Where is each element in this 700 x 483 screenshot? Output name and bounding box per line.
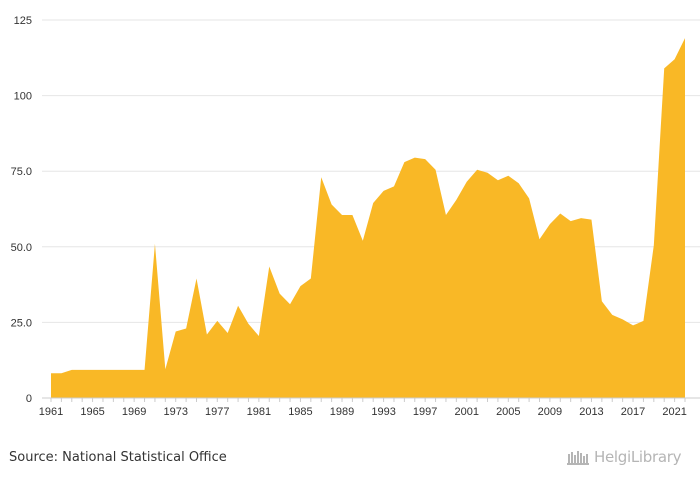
x-tick-label: 1977: [205, 406, 229, 418]
x-tick-label: 2009: [538, 406, 562, 418]
library-icon: [567, 451, 589, 465]
x-tick-label: 1973: [163, 406, 187, 418]
area-chart: 1961 1965 1969 1973 1977 1981 1985 1989 1993 1997…: [11, 15, 700, 418]
y-tick-label: 50.0: [11, 242, 32, 254]
area-fill: [51, 38, 685, 398]
y-tick-label: 25.0: [11, 317, 32, 329]
x-tick-label: 1961: [39, 406, 63, 418]
x-tick-label: 1997: [413, 406, 437, 418]
helgi-library-logo: HelgiLibrary: [566, 448, 682, 466]
x-tick-label: 1993: [371, 406, 395, 418]
x-tick-label: 2017: [621, 406, 645, 418]
y-tick-label: 125: [14, 15, 32, 27]
area-series: [51, 38, 685, 398]
x-tick-label: 1965: [80, 406, 104, 418]
source-note: Source: National Statistical Office: [9, 450, 227, 465]
x-tick-label: 2005: [496, 406, 520, 418]
x-tick-label: 1989: [330, 406, 354, 418]
x-tick-label: 2013: [579, 406, 603, 418]
y-tick-label: 75.0: [11, 166, 32, 178]
x-tick-label: 1969: [122, 406, 146, 418]
y-axis: 0 25.0 50.0 75.0 100 125: [11, 15, 32, 405]
y-tick-label: 0: [26, 393, 32, 405]
x-tick-label: 1985: [288, 406, 312, 418]
y-tick-label: 100: [14, 91, 32, 103]
x-tick-label: 2001: [454, 406, 478, 418]
x-tick-label: 1981: [247, 406, 271, 418]
x-tick-label: 2021: [662, 406, 686, 418]
logo-text: HelgiLibrary: [594, 448, 682, 466]
x-axis: 1961 1965 1969 1973 1977 1981 1985 1989 1993 1997…: [39, 397, 700, 418]
